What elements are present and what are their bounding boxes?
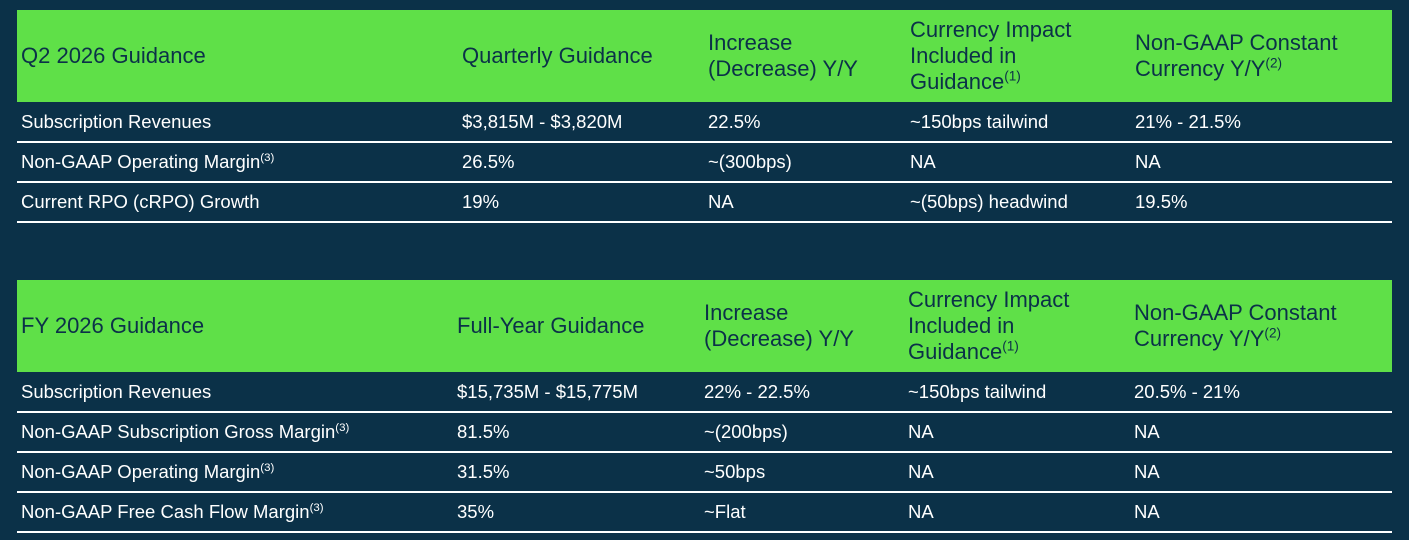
q2-header-yoy-line2: (Decrease) Y/Y <box>708 56 858 81</box>
q2-header-constant-footnote: (2) <box>1265 55 1283 71</box>
fy-header-yoy: Increase (Decrease) Y/Y <box>700 280 904 372</box>
row-constant: NA <box>1130 412 1392 453</box>
row-yoy: 22% - 22.5% <box>700 372 904 413</box>
row-constant: NA <box>1130 492 1392 533</box>
q2-header-constant-line2: Currency Y/Y <box>1135 56 1266 81</box>
row-label: Non-GAAP Operating Margin(3) <box>17 142 458 183</box>
row-currency: NA <box>906 142 1131 183</box>
fy-header-constant: Non-GAAP Constant Currency Y/Y(2) <box>1130 280 1392 372</box>
fy-guidance-table: FY 2026 Guidance Full-Year Guidance Incr… <box>17 280 1392 533</box>
q2-header-currency: Currency Impact Included in Guidance(1) <box>906 10 1131 102</box>
q2-header-guidance: Quarterly Guidance <box>462 43 653 68</box>
row-label-text: Subscription Revenues <box>21 380 212 402</box>
q2-header-constant-line1: Non-GAAP Constant <box>1135 30 1338 55</box>
table-row: Non-GAAP Subscription Gross Margin(3) 81… <box>17 412 1392 453</box>
row-yoy: ~50bps <box>700 452 904 493</box>
row-yoy: ~(200bps) <box>700 412 904 453</box>
fy-header-currency-footnote: (1) <box>1002 338 1019 354</box>
table-row: Current RPO (cRPO) Growth 19% NA ~(50bps… <box>17 182 1392 223</box>
fy-header-constant-line2: Currency Y/Y <box>1134 326 1265 351</box>
row-label-footnote: (3) <box>309 501 324 514</box>
row-label-footnote: (3) <box>335 421 350 434</box>
q2-header-constant: Non-GAAP Constant Currency Y/Y(2) <box>1131 10 1392 102</box>
row-label-text: Non-GAAP Subscription Gross Margin <box>21 421 336 442</box>
q2-guidance-table: Q2 2026 Guidance Quarterly Guidance Incr… <box>17 10 1392 223</box>
row-label: Non-GAAP Free Cash Flow Margin(3) <box>17 492 453 533</box>
table-row: Non-GAAP Operating Margin(3) 26.5% ~(300… <box>17 142 1392 183</box>
row-constant: 20.5% - 21% <box>1130 372 1392 413</box>
row-yoy: ~(300bps) <box>704 142 906 183</box>
row-guidance: 26.5% <box>458 142 704 183</box>
fy-header-yoy-line1: Increase <box>704 300 789 325</box>
fy-header-constant-footnote: (2) <box>1264 325 1282 341</box>
row-guidance: $3,815M - $3,820M <box>458 102 704 143</box>
row-guidance: 31.5% <box>453 452 700 493</box>
row-guidance: $15,735M - $15,775M <box>453 372 700 413</box>
row-yoy: 22.5% <box>704 102 906 143</box>
row-label-text: Current RPO (cRPO) Growth <box>21 191 260 212</box>
row-constant: NA <box>1131 142 1392 183</box>
row-label: Current RPO (cRPO) Growth <box>17 182 458 223</box>
row-guidance: 19% <box>458 182 704 223</box>
table-row: Subscription Revenues $15,735M - $15,775… <box>17 372 1392 413</box>
row-label: Subscription Revenues <box>17 372 453 413</box>
row-label: Non-GAAP Subscription Gross Margin(3) <box>17 412 453 453</box>
row-label-text: Non-GAAP Free Cash Flow Margin <box>21 501 310 522</box>
q2-header-row: Q2 2026 Guidance Quarterly Guidance Incr… <box>17 10 1392 102</box>
fy-header-currency-line1: Currency Impact <box>908 287 1070 312</box>
fy-header-constant-line1: Non-GAAP Constant <box>1134 300 1337 325</box>
row-constant: 19.5% <box>1131 182 1392 223</box>
row-currency: NA <box>904 452 1130 493</box>
row-constant: 21% - 21.5% <box>1131 102 1392 143</box>
row-yoy: NA <box>704 182 906 223</box>
fy-header-guidance: Full-Year Guidance <box>457 313 645 338</box>
fy-header-currency: Currency Impact Included in Guidance(1) <box>904 280 1130 372</box>
fy-header-yoy-line2: (Decrease) Y/Y <box>704 326 854 351</box>
row-currency: NA <box>904 412 1130 453</box>
fy-header-title: FY 2026 Guidance <box>21 313 205 338</box>
row-label-footnote: (3) <box>260 151 275 164</box>
row-guidance: 35% <box>453 492 700 533</box>
row-label-text: Non-GAAP Operating Margin <box>21 461 261 482</box>
row-label-text: Non-GAAP Operating Margin <box>21 151 261 172</box>
table-row: Non-GAAP Operating Margin(3) 31.5% ~50bp… <box>17 452 1392 493</box>
row-label: Subscription Revenues <box>17 102 458 143</box>
fy-header-row: FY 2026 Guidance Full-Year Guidance Incr… <box>17 280 1392 372</box>
row-label: Non-GAAP Operating Margin(3) <box>17 452 453 493</box>
row-constant: NA <box>1130 452 1392 493</box>
table-row: Non-GAAP Free Cash Flow Margin(3) 35% ~F… <box>17 492 1392 533</box>
q2-header-currency-footnote: (1) <box>1004 68 1021 84</box>
q2-header-currency-line1: Currency Impact <box>910 17 1072 42</box>
q2-header-title: Q2 2026 Guidance <box>21 43 206 68</box>
q2-header-yoy-line1: Increase <box>708 30 793 55</box>
row-guidance: 81.5% <box>453 412 700 453</box>
fy-header-currency-line2: Included in <box>908 313 1015 338</box>
row-label-text: Subscription Revenues <box>21 110 212 132</box>
row-currency: NA <box>904 492 1130 533</box>
row-yoy: ~Flat <box>700 492 904 533</box>
q2-header-yoy: Increase (Decrease) Y/Y <box>704 10 906 102</box>
q2-header-currency-line2: Included in <box>910 43 1017 68</box>
table-row: Subscription Revenues $3,815M - $3,820M … <box>17 102 1392 143</box>
row-currency: ~150bps tailwind <box>904 372 1130 413</box>
row-currency: ~(50bps) headwind <box>906 182 1131 223</box>
fy-header-currency-line3: Guidance <box>908 339 1003 364</box>
q2-header-currency-line3: Guidance <box>910 69 1005 94</box>
row-label-footnote: (3) <box>260 461 275 474</box>
row-currency: ~150bps tailwind <box>906 102 1131 143</box>
